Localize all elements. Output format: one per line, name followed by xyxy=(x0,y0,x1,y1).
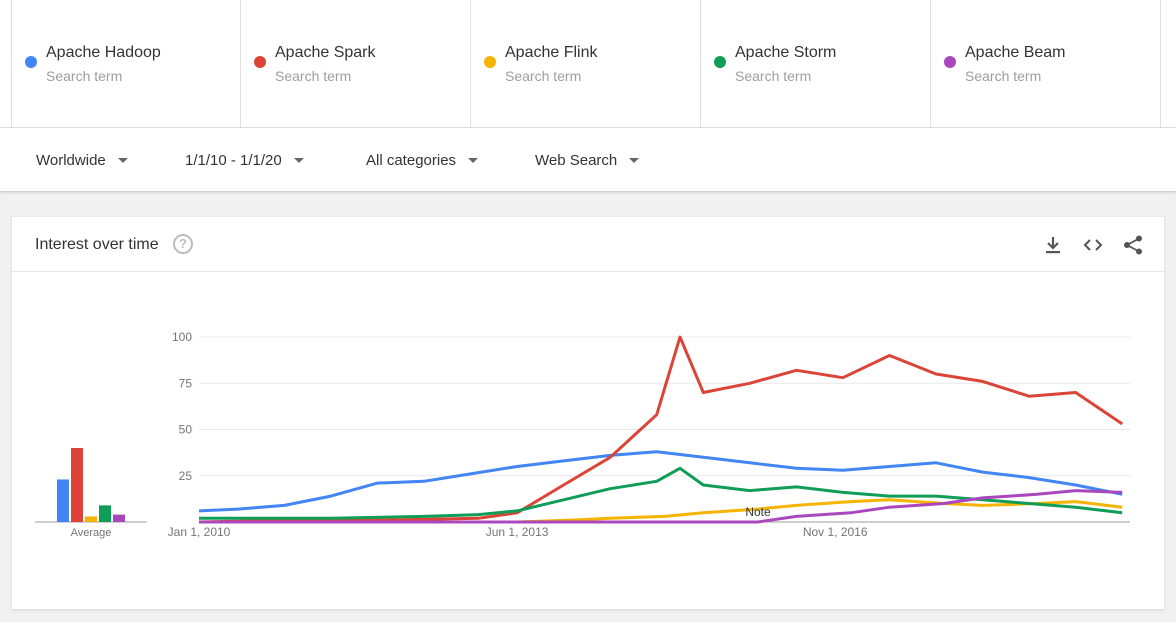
average-bar-apache-storm xyxy=(99,505,111,522)
average-bar-apache-hadoop xyxy=(57,479,69,522)
search-term-beam[interactable]: Apache Beam Search term xyxy=(931,0,1161,128)
category-label: All categories xyxy=(366,152,456,169)
chevron-down-icon xyxy=(629,158,639,163)
series-color-dot xyxy=(254,56,266,68)
series-color-dot xyxy=(484,56,496,68)
filter-bar: Worldwide 1/1/10 - 1/1/20 All categories… xyxy=(0,128,1176,192)
search-term-name: Apache Spark xyxy=(275,44,376,62)
chevron-down-icon xyxy=(118,158,128,163)
series-line-apache-hadoop xyxy=(199,452,1122,511)
search-term-name: Apache Storm xyxy=(735,44,836,62)
interest-over-time-card: Interest over time ? 100 75 50 25 Jan 1, 201… xyxy=(12,217,1164,609)
search-terms-bar: Apache Hadoop Search term Apache Spark S… xyxy=(0,0,1176,128)
search-term-name: Apache Beam xyxy=(965,44,1066,62)
category-dropdown[interactable]: All categories xyxy=(366,128,478,192)
search-term-type: Search term xyxy=(505,68,581,84)
search-term-storm[interactable]: Apache Storm Search term xyxy=(701,0,931,128)
average-bar-apache-beam xyxy=(113,515,125,522)
date-range-dropdown[interactable]: 1/1/10 - 1/1/20 xyxy=(185,128,304,192)
search-term-type: Search term xyxy=(46,68,122,84)
search-term-hadoop[interactable]: Apache Hadoop Search term xyxy=(11,0,241,128)
x-tick-label: Nov 1, 2016 xyxy=(803,525,868,539)
average-bar-apache-spark xyxy=(71,448,83,522)
search-term-name: Apache Flink xyxy=(505,44,598,62)
x-tick-label: Jun 1, 2013 xyxy=(486,525,549,539)
search-term-type: Search term xyxy=(275,68,351,84)
interest-line-chart: 100 75 50 25 Jan 1, 2010 Jun 1, 2013 Nov 1, 20… xyxy=(12,217,1164,609)
average-bar-apache-flink xyxy=(85,516,97,522)
note-label: Note xyxy=(745,505,771,519)
y-tick-label: 50 xyxy=(179,423,193,437)
search-term-type: Search term xyxy=(965,68,1041,84)
date-range-label: 1/1/10 - 1/1/20 xyxy=(185,152,282,169)
chevron-down-icon xyxy=(294,158,304,163)
search-term-type: Search term xyxy=(735,68,811,84)
series-color-dot xyxy=(25,56,37,68)
series-color-dot xyxy=(944,56,956,68)
x-tick-label: Jan 1, 2010 xyxy=(168,525,231,539)
region-dropdown[interactable]: Worldwide xyxy=(36,128,128,192)
y-tick-label: 100 xyxy=(172,330,192,344)
y-tick-label: 25 xyxy=(179,469,193,483)
y-tick-label: 75 xyxy=(179,376,193,390)
chevron-down-icon xyxy=(468,158,478,163)
search-type-dropdown[interactable]: Web Search xyxy=(535,128,639,192)
search-term-name: Apache Hadoop xyxy=(46,44,161,62)
search-term-spark[interactable]: Apache Spark Search term xyxy=(241,0,471,128)
search-term-flink[interactable]: Apache Flink Search term xyxy=(471,0,701,128)
search-type-label: Web Search xyxy=(535,152,617,169)
average-label: Average xyxy=(71,527,112,539)
region-label: Worldwide xyxy=(36,152,106,169)
series-color-dot xyxy=(714,56,726,68)
